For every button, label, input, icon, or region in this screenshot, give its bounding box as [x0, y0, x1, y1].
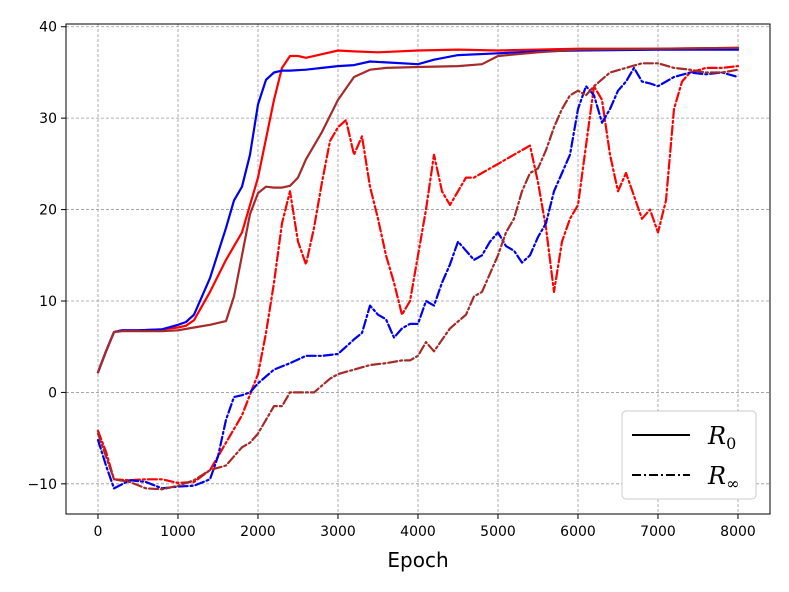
legend-box	[621, 410, 757, 500]
series-layer	[96, 46, 740, 491]
y-tick-label: −10	[27, 477, 57, 493]
series-line-5	[96, 66, 740, 490]
x-tick-label: 7000	[640, 524, 676, 540]
legend-label-rinf: R∞	[707, 462, 739, 493]
x-tick-label: 4000	[400, 524, 436, 540]
x-tick-label: 2000	[240, 524, 276, 540]
x-axis-title: Epoch	[387, 548, 448, 572]
y-tick-label: 0	[48, 385, 57, 401]
x-tick-label: 3000	[320, 524, 356, 540]
x-tick-label: 1000	[160, 524, 196, 540]
series-line-3	[96, 46, 740, 374]
series-line-4	[96, 65, 740, 484]
series-line-2	[96, 48, 740, 374]
x-tick-label: 8000	[720, 524, 756, 540]
legend-label-r0: R0	[707, 422, 736, 453]
x-axis-ticks: 0 1000 2000 3000 4000 5000 6000 7000 8000	[94, 514, 756, 540]
y-tick-label: 30	[39, 111, 57, 127]
x-tick-label: 0	[94, 524, 103, 540]
y-tick-label: 20	[39, 203, 57, 219]
y-tick-label: 40	[39, 20, 57, 36]
y-tick-label: 10	[39, 294, 57, 310]
x-tick-label: 5000	[480, 524, 516, 540]
legend: R0 R∞	[621, 410, 757, 500]
x-tick-label: 6000	[560, 524, 596, 540]
y-axis-ticks: −10 0 10 20 30 40	[27, 20, 66, 493]
series-line-6	[96, 62, 740, 491]
